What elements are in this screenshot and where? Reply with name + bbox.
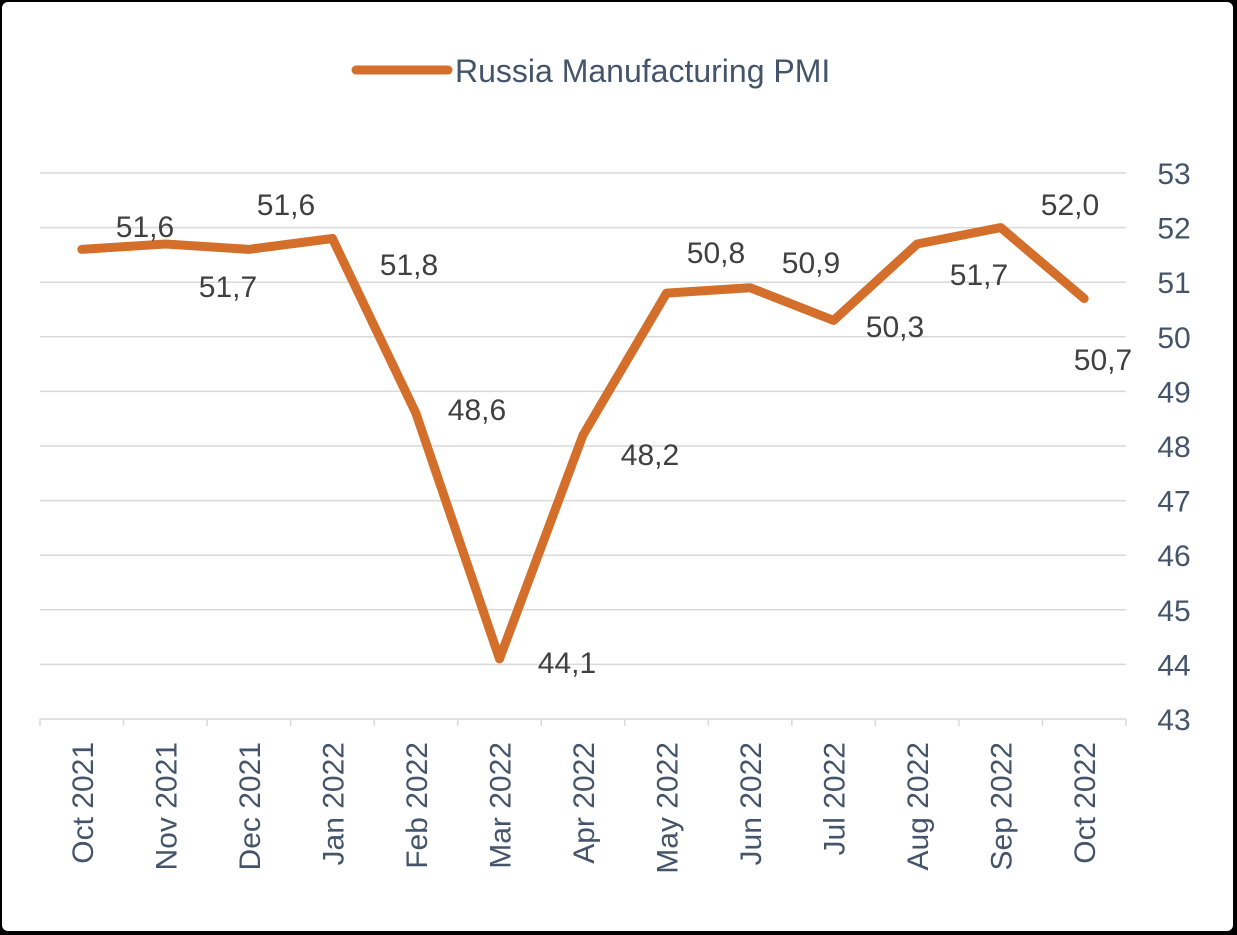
series-russia-pmi: [77, 223, 1089, 664]
data-label: 51,6: [116, 211, 174, 244]
y-tick-label: 48: [1157, 431, 1190, 464]
legend-label: Russia Manufacturing PMI: [455, 53, 830, 89]
y-tick-label: 49: [1157, 376, 1190, 409]
y-tick-label: 46: [1157, 540, 1190, 573]
y-tick-label: 50: [1157, 322, 1190, 355]
x-tick-label: Aug 2022: [902, 742, 935, 870]
y-tick-label: 51: [1157, 267, 1190, 300]
y-tick-label: 52: [1157, 213, 1190, 246]
y-tick-label: 53: [1157, 158, 1190, 191]
y-tick-label: 47: [1157, 486, 1190, 519]
series-line: [77, 223, 1089, 664]
x-tick-label: May 2022: [652, 742, 685, 874]
data-label: 51,7: [199, 271, 257, 304]
data-label: 51,8: [380, 249, 438, 282]
y-tick-label: 45: [1157, 595, 1190, 628]
x-tick-label: Mar 2022: [484, 742, 517, 869]
y-tick-label: 43: [1157, 704, 1190, 737]
x-tick-label: Apr 2022: [568, 742, 601, 864]
data-label: 50,8: [687, 237, 745, 270]
data-label: 50,3: [866, 311, 924, 344]
x-tick-label: Nov 2021: [150, 742, 183, 870]
x-tick-label: Dec 2021: [234, 742, 267, 870]
data-label: 52,0: [1041, 189, 1099, 222]
x-tick-label: Oct 2022: [1069, 742, 1102, 864]
data-labels: 51,6 51,7 51,6 51,8 48,6 44,1 48,2 50,8 50,9 50,3…: [116, 189, 1132, 680]
data-label: 51,7: [950, 259, 1008, 292]
x-tick-label: Jul 2022: [819, 742, 852, 855]
x-tick-label: Sep 2022: [986, 742, 1019, 870]
data-label: 50,7: [1074, 344, 1132, 377]
x-tick-label: Feb 2022: [401, 742, 434, 869]
data-label: 48,2: [621, 439, 679, 472]
y-tick-label: 44: [1157, 649, 1190, 682]
x-axis: Oct 2021 Nov 2021 Dec 2021 Jan 2022 Feb 2022…: [39, 718, 1127, 874]
data-label: 50,9: [782, 247, 840, 280]
y-axis: 43 44 45 46 47 48 49 50 51 52 53: [1157, 158, 1190, 737]
data-label: 44,1: [538, 647, 596, 680]
data-label: 51,6: [257, 189, 315, 222]
legend: Russia Manufacturing PMI: [351, 53, 830, 89]
x-tick-label: Oct 2021: [67, 742, 100, 864]
x-tick-label: Jan 2022: [317, 742, 350, 865]
x-tick-label: Jun 2022: [735, 742, 768, 865]
data-label: 48,6: [448, 394, 506, 427]
